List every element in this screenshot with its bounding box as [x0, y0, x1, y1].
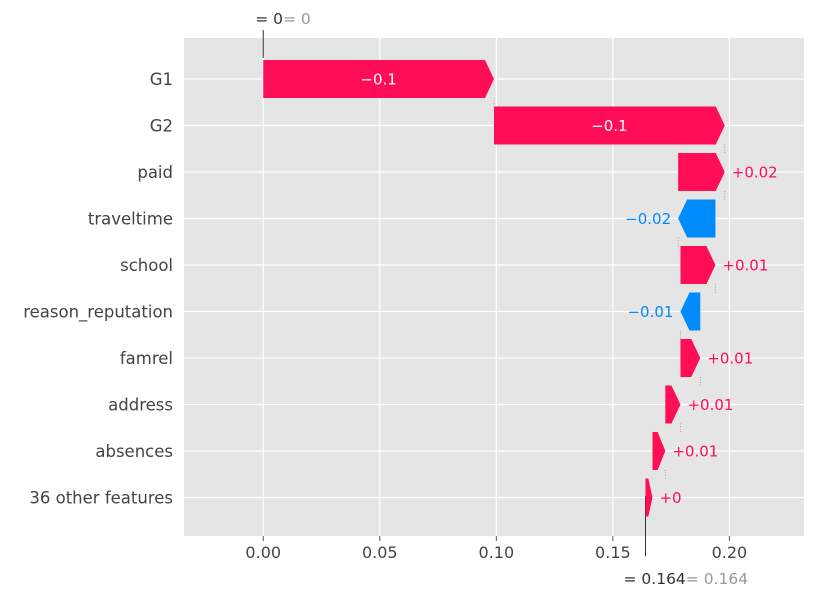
x-tick-label: 0.00: [245, 543, 281, 562]
bar-absences: [652, 432, 666, 470]
feature-label: traveltime: [88, 210, 173, 229]
feature-label: reason_reputation: [23, 303, 173, 323]
bar-paid: [678, 153, 725, 191]
bar-value-label: +0.01: [687, 396, 733, 414]
feature-label: absences: [95, 442, 173, 461]
feature-label: paid: [137, 163, 173, 182]
feature-label: 36 other features: [29, 489, 173, 508]
bar-famrel: [680, 339, 701, 377]
bar-value-label: −0.1: [360, 71, 396, 89]
feature-label: G2: [150, 117, 173, 136]
bar-value-label: +0: [659, 489, 681, 507]
bars: −0.1 −0.1 +0.02 −0.02 +0.01 −0.01 +0.01 +0.01 +0…: [263, 60, 778, 517]
feature-label: address: [108, 396, 173, 415]
bar-g1: [263, 60, 494, 98]
bar-value-label: −0.02: [625, 210, 671, 228]
bar-value-label: +0.02: [732, 164, 778, 182]
base-value-annotation: = 0= 0: [255, 10, 311, 28]
x-tick-label: 0.15: [595, 543, 631, 562]
x-tick-label: 0.05: [362, 543, 398, 562]
annotations: = 0= 0 = 0.164= 0.164: [255, 10, 748, 588]
bar-address: [665, 385, 681, 424]
feature-label: school: [120, 256, 173, 275]
bar-value-label: +0.01: [672, 443, 718, 461]
x-tick-label: 0.20: [712, 543, 748, 562]
bar-g2: [494, 106, 725, 145]
feature-labels: G1 G2 paid traveltime school reason_reputatio…: [23, 70, 173, 508]
bar-36-other-features: [645, 478, 653, 517]
bar-value-label: −0.1: [591, 117, 627, 135]
x-axis: 0.00 0.05 0.10 0.15 0.20: [245, 536, 747, 562]
feature-label: famrel: [120, 349, 173, 368]
final-value-annotation: = 0.164= 0.164: [624, 570, 749, 588]
bar-value-label: −0.01: [627, 303, 673, 321]
feature-label: G1: [150, 70, 173, 89]
bar-value-label: +0.01: [707, 350, 753, 368]
bar-reason-reputation: [680, 292, 701, 331]
bar-traveltime: [678, 199, 716, 238]
x-tick-label: 0.10: [479, 543, 515, 562]
bar-value-label: +0.01: [722, 257, 768, 275]
bar-school: [680, 246, 716, 284]
